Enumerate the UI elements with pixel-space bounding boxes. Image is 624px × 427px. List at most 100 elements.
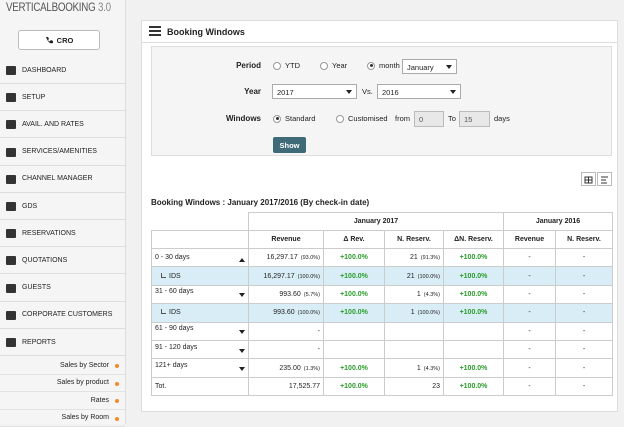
divider (142, 42, 617, 43)
phone-icon (45, 36, 53, 44)
cell: - (556, 249, 613, 267)
expand-caret[interactable] (239, 349, 245, 356)
logo-name: VERTICALBOOKING (6, 2, 95, 14)
menu-item[interactable]: AVAIL. AND RATES (0, 111, 125, 138)
menu-item[interactable]: RESERVATIONS (0, 220, 125, 247)
row-label: 121+ days (155, 362, 188, 369)
menu-item[interactable]: CORPORATE CUSTOMERS (0, 302, 125, 329)
cell-value: +100.0% (340, 273, 368, 280)
cell: - (249, 322, 324, 340)
cell (324, 340, 385, 358)
submenu-item[interactable]: Rates (0, 392, 125, 410)
cell: - (504, 322, 556, 340)
cell-value: - (583, 346, 585, 353)
cell: +100.0% (324, 377, 385, 395)
menu-item[interactable]: GUESTS (0, 275, 125, 302)
radio-customised[interactable]: Customised (336, 114, 388, 123)
cell: 993.60(100.0%) (249, 304, 324, 322)
menu-icon (6, 256, 16, 265)
radio-standard[interactable]: Standard (273, 114, 315, 123)
radio-month[interactable]: month (367, 61, 400, 70)
row-label-cell: 121+ days (152, 359, 249, 377)
submenu-item[interactable]: Sales by Room (0, 410, 125, 427)
expand-caret[interactable] (239, 255, 245, 262)
cell: 17,525.77 (249, 377, 324, 395)
compare-select[interactable]: 2016 (377, 84, 461, 99)
cell-value: +100.0% (460, 309, 488, 316)
cell: - (556, 304, 613, 322)
cell: - (504, 285, 556, 303)
row-label-cell: 61 - 90 days (152, 322, 249, 340)
menu-item[interactable]: SETUP (0, 84, 125, 111)
radio-label: Customised (348, 114, 388, 123)
list-view-button[interactable] (597, 172, 612, 186)
cell-value: +100.0% (340, 254, 368, 261)
submenu-item[interactable]: Sales by product (0, 375, 125, 393)
cell-value: 16,297.17 (267, 254, 298, 261)
cell-value: 993.60 (279, 291, 300, 298)
show-button[interactable]: Show (273, 137, 306, 153)
month-select[interactable]: January (402, 59, 457, 74)
column-header: N. Reserv. (385, 231, 444, 249)
period-label: Period (201, 61, 261, 70)
cell-value: 21 (407, 273, 415, 280)
cell-value: 1 (417, 365, 421, 372)
cell: +100.0% (444, 359, 504, 377)
cell: +100.0% (324, 359, 385, 377)
menu-item[interactable]: GDS (0, 193, 125, 220)
cell-value: 993.60 (273, 309, 294, 316)
radio-label: Year (332, 61, 347, 70)
menu-item[interactable]: DASHBOARD (0, 57, 125, 84)
blank-cell (152, 213, 249, 231)
cell: - (556, 322, 613, 340)
cell-value: - (583, 328, 585, 335)
cell-value: - (583, 254, 585, 261)
cell-value: 23 (432, 383, 440, 390)
table-title: Booking Windows : January 2017/2016 (By … (151, 198, 369, 207)
cell: 993.60(5.7%) (249, 285, 324, 303)
cell: +100.0% (324, 267, 385, 285)
to-input[interactable]: 15 (459, 111, 490, 127)
lines-icon (598, 174, 611, 186)
table-view-button[interactable] (581, 172, 596, 186)
cell (324, 322, 385, 340)
cell-value: - (528, 383, 530, 390)
menu-item[interactable]: CHANNEL MANAGER (0, 166, 125, 193)
submenu-item[interactable]: Sales by Sector (0, 357, 125, 375)
cell-value: 1 (417, 291, 421, 298)
row-label-cell: 0 - 30 days (152, 249, 249, 267)
cell: +100.0% (444, 285, 504, 303)
row-label-cell: Tot. (152, 377, 249, 395)
table-row: 61 - 90 days--- (152, 322, 613, 340)
cell: 16,297.17(100.0%) (249, 267, 324, 285)
cell: 21(100.0%) (385, 267, 444, 285)
menu-icon (6, 66, 16, 75)
cell-value: - (528, 273, 530, 280)
cell (385, 322, 444, 340)
expand-caret[interactable] (239, 367, 245, 374)
cell: 235.00(1.3%) (249, 359, 324, 377)
menu-item[interactable]: QUOTATIONS (0, 247, 125, 274)
radio-year[interactable]: Year (320, 61, 347, 70)
cell: - (504, 267, 556, 285)
menu-item[interactable]: REPORTS (0, 329, 125, 356)
expand-caret[interactable] (239, 330, 245, 337)
radio-ytd[interactable]: YTD (273, 61, 300, 70)
cell: +100.0% (324, 249, 385, 267)
menu-item[interactable]: SERVICES/AMENITIES (0, 139, 125, 166)
cro-button[interactable]: CRO (18, 30, 100, 50)
menu-label: CHANNEL MANAGER (22, 175, 93, 182)
menu-label: DASHBOARD (22, 67, 66, 74)
expand-caret[interactable] (239, 293, 245, 300)
from-input[interactable]: 0 (414, 111, 444, 127)
cell: +100.0% (324, 285, 385, 303)
cell: 21(91.3%) (385, 249, 444, 267)
year-select[interactable]: 2017 (272, 84, 357, 99)
menu-label: QUOTATIONS (22, 257, 67, 264)
cell: 1(100.0%) (385, 304, 444, 322)
list-icon (149, 26, 161, 36)
